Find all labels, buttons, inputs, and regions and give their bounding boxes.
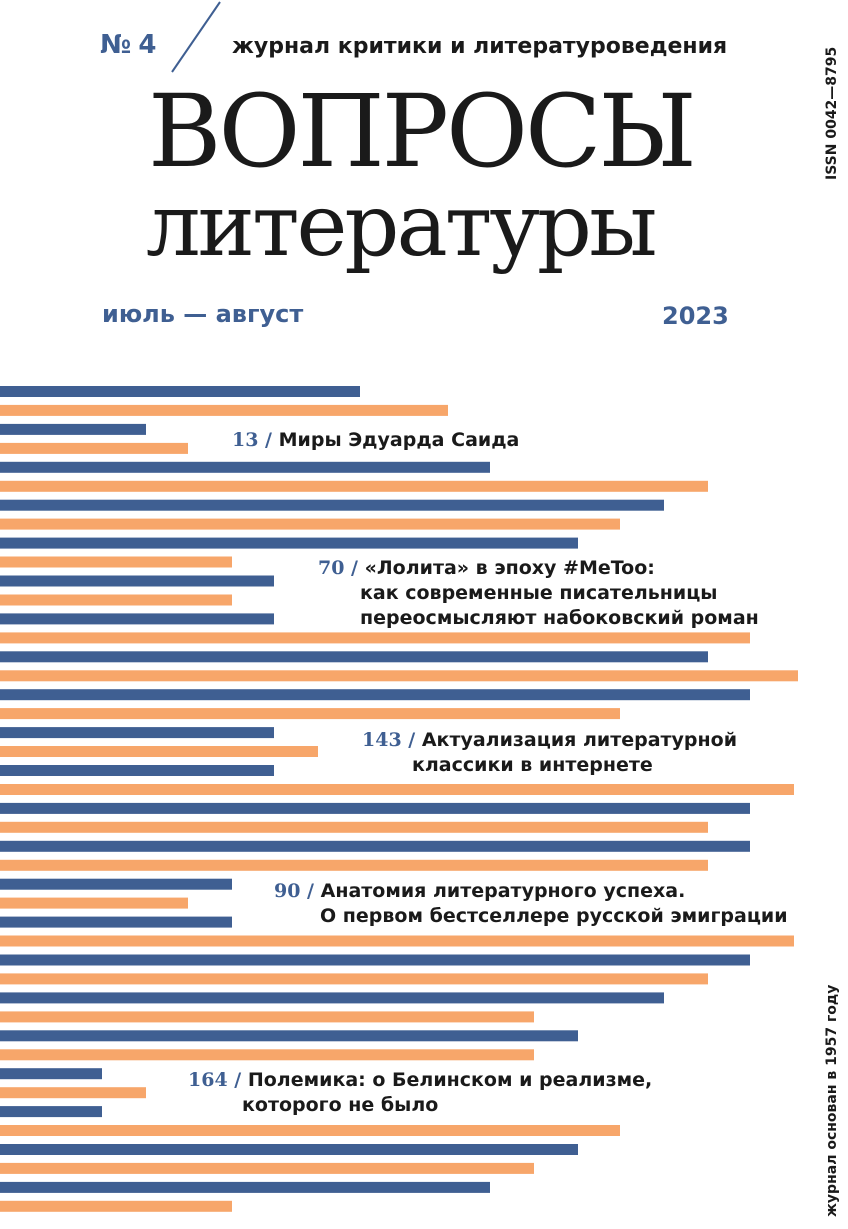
stripe-bar [0,442,188,454]
toc-page-number: 90 / [274,880,314,902]
stripe-bar [0,935,794,947]
issue-year: 2023 [662,302,729,330]
stripe-bar [0,954,750,966]
stripe-bar [0,1200,232,1212]
masthead-title-line1: ВОПРОСЫ [148,73,697,190]
stripe-bar [0,689,750,701]
masthead-title-line2: литературы [146,176,657,276]
stripe-bar [0,992,664,1004]
stripe-bar [0,461,490,473]
toc-page-number: 164 / [188,1069,242,1091]
stripe-bar [0,594,232,606]
stripe-bar [0,802,750,814]
stripe-bar [0,423,146,435]
toc-item-line: классики в интернете [408,753,657,777]
stripe-bar [0,916,232,928]
stripe-bar [0,499,664,511]
stripe-bar [0,404,448,416]
stripe-bar [0,651,708,663]
issue-months: июль — август [102,300,304,328]
stripe-bar [0,765,274,776]
toc-title: Полемика: о Белинском и реализме, [247,1069,653,1091]
toc-title: Миры Эдуарда Саида [278,429,520,451]
toc-item: 70 / «Лолита» в эпоху #MeToo: [314,556,659,580]
stripe-bar [0,386,360,397]
toc-item: 164 / Полемика: о Белинском и реализме, [184,1068,657,1092]
toc-item-line: переосмысляют набоковский роман [356,606,763,630]
stripe-bar [0,1030,578,1042]
toc-title: «Лолита» в эпоху #MeToo: [364,557,655,579]
toc-item: 143 / Актуализация литературной [358,728,742,752]
stripe-bar [0,746,318,757]
stripe-bar [0,859,708,871]
stripe-bar [0,1011,534,1023]
founded-label-container: журнал основан в 1957 году [818,965,848,1225]
toc-item-line: О первом бестселлере русской эмиграции [316,904,792,928]
stripe-bar [0,1068,102,1080]
toc-page-number: 70 / [318,557,358,579]
stripe-bar [0,973,708,985]
toc-item-line: которого не было [238,1093,443,1117]
stripe-bar [0,632,750,644]
stripe-bar [0,556,232,568]
stripe-bar [0,821,708,833]
stripe-bar [0,708,620,720]
toc-page-number: 143 / [362,729,416,751]
stripe-bar [0,1162,534,1174]
stripe-bar [0,670,798,682]
stripe-bar [0,840,750,852]
divider-slash [171,1,221,73]
stripe-bar [0,1087,146,1099]
toc-item: 13 / Миры Эдуарда Саида [228,428,524,452]
founded-label: журнал основан в 1957 году [824,984,840,1217]
toc-item: 90 / Анатомия литературного успеха. [270,879,690,903]
stripe-bar [0,480,708,492]
stripe-bar [0,1049,534,1061]
stripe-bar [0,784,794,795]
stripe-bar [0,613,274,625]
toc-title: Анатомия литературного успеха. [320,880,686,902]
stripe-bar [0,518,620,530]
issn-label-container: ISSN 0042—8795 [818,40,848,190]
stripe-bar [0,575,274,587]
stripe-bar [0,537,578,549]
issue-number: № 4 [100,30,156,60]
stripe-bar [0,1106,102,1118]
stripe-bar [0,1125,620,1136]
stripe-bar [0,1181,490,1193]
stripe-bar [0,1144,578,1155]
stripe-bar [0,897,188,909]
journal-subtitle: журнал критики и литературоведения [232,34,728,59]
stripe-bar [0,878,232,890]
toc-page-number: 13 / [232,429,272,451]
stripe-bar [0,727,274,739]
issn-label: ISSN 0042—8795 [824,46,840,180]
toc-item-line: как современные писательницы [356,581,722,605]
toc-title: Актуализация литературной [421,729,738,751]
